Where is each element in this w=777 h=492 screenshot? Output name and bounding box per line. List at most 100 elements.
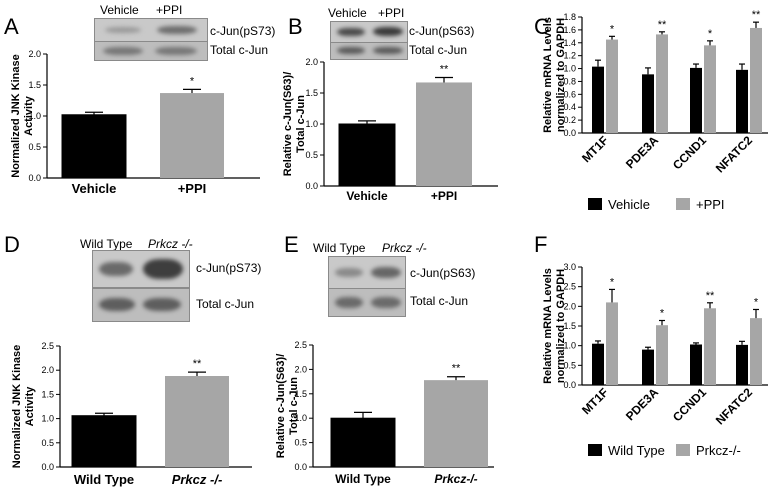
- bar-f-0-0: [592, 343, 604, 385]
- bar-d-1: [165, 376, 229, 467]
- y-tick-label-f: 0.5: [563, 360, 576, 370]
- bar-c-0-3: [736, 69, 748, 133]
- legend-label-c: Vehicle: [608, 197, 650, 212]
- y-tick-label-c: 1.6: [563, 25, 576, 35]
- category-label-b: Vehicle: [346, 189, 388, 203]
- legend-swatch-f: [676, 444, 690, 456]
- significance-f: *: [610, 276, 615, 288]
- significance-a: *: [190, 75, 195, 87]
- y-axis-label-b: Total c-Jun: [295, 95, 307, 153]
- category-label-d: Wild Type: [74, 472, 134, 487]
- blot-e-column-2: Prkcz -/-: [382, 241, 427, 255]
- bar-a-0: [61, 114, 127, 179]
- y-tick-label-c: 1.0: [563, 64, 576, 74]
- panel-letter-d: D: [4, 232, 20, 257]
- panel-letter-a: A: [4, 14, 19, 39]
- legend-label-f: Wild Type: [608, 443, 665, 458]
- blot-band: [337, 47, 365, 54]
- category-label-f: PDE3A: [623, 385, 661, 423]
- blot-e-column-1: Wild Type: [313, 241, 366, 255]
- blot-band: [99, 262, 133, 276]
- legend-swatch-c: [588, 198, 602, 210]
- category-label-a: Vehicle: [72, 181, 117, 196]
- y-tick-label-b: 1.5: [305, 88, 318, 98]
- y-axis-label-d: Activity: [24, 386, 36, 427]
- significance-c: *: [708, 28, 713, 40]
- legend-label-c: +PPI: [696, 197, 725, 212]
- category-label-d: Prkcz -/-: [172, 472, 223, 487]
- bar-c-0-0: [592, 66, 604, 133]
- blot-b-bottom: [330, 42, 408, 60]
- y-axis-label-c: normalized to GAPDH: [555, 18, 567, 132]
- bar-c-1-1: [656, 34, 668, 133]
- category-label-f: MT1F: [579, 385, 611, 417]
- blot-a-top-label: c-Jun(pS73): [210, 24, 276, 38]
- blot-e-top-label: c-Jun(pS63): [410, 266, 476, 280]
- y-tick-label-a: 0.5: [28, 142, 41, 152]
- blot-b-column-1: Vehicle: [328, 6, 367, 20]
- blot-e-top: [328, 256, 406, 289]
- category-label-c: MT1F: [579, 133, 611, 165]
- blot-band: [337, 28, 365, 36]
- y-tick-label-b: 0.5: [305, 150, 318, 160]
- blot-band: [373, 27, 403, 36]
- blot-band: [143, 298, 181, 311]
- y-axis-label-b: Relative c-Jun(S63)/: [282, 72, 294, 177]
- y-tick-label-d: 0.0: [41, 462, 54, 472]
- y-tick-label-f: 0.0: [563, 380, 576, 390]
- blot-band: [371, 297, 401, 308]
- significance-c: **: [752, 9, 761, 21]
- category-label-c: CCND1: [670, 133, 709, 172]
- y-tick-label-a: 1.0: [28, 111, 41, 121]
- category-label-c: NFATC2: [713, 133, 756, 176]
- blot-a-bottom: [94, 41, 208, 61]
- blot-band: [99, 298, 135, 311]
- blot-d-column-2: Prkcz -/-: [148, 237, 193, 251]
- bar-c-0-1: [642, 74, 654, 133]
- bar-c-1-3: [750, 27, 762, 134]
- blot-band: [143, 259, 183, 279]
- bar-b-0: [338, 123, 396, 187]
- y-tick-label-f: 2.0: [563, 301, 576, 311]
- blot-band: [155, 47, 197, 55]
- y-tick-label-b: 1.0: [305, 119, 318, 129]
- y-axis-label-f: normalized to GAPDH: [555, 269, 567, 383]
- panel-letter-c: C: [534, 14, 550, 39]
- significance-f: *: [754, 296, 759, 308]
- y-tick-label-d: 1.0: [41, 414, 54, 424]
- y-tick-label-e: 0.0: [294, 462, 307, 472]
- bar-f-0-1: [642, 349, 654, 385]
- y-tick-label-e: 2.5: [294, 340, 307, 350]
- y-axis-label-c: Relative mRNA Levels: [542, 17, 554, 133]
- legend-swatch-c: [676, 198, 690, 210]
- y-tick-label-d: 2.0: [41, 365, 54, 375]
- y-tick-label-c: 1.2: [563, 51, 576, 61]
- blot-band: [335, 268, 363, 277]
- blot-d-bottom-label: Total c-Jun: [196, 297, 255, 311]
- y-tick-label-c: 0.4: [563, 102, 576, 112]
- y-tick-label-a: 1.5: [28, 80, 41, 90]
- category-label-e: Prkcz-/-: [434, 472, 477, 486]
- significance-e: **: [452, 363, 461, 375]
- blot-a-column-1: Vehicle: [100, 3, 139, 17]
- bar-f-0-3: [736, 344, 748, 385]
- blot-d-column-1: Wild Type: [80, 237, 133, 251]
- y-tick-label-c: 1.4: [563, 38, 576, 48]
- bar-e-0: [330, 417, 396, 468]
- y-tick-label-c: 0.8: [563, 76, 576, 86]
- panel-letter-b: B: [288, 14, 303, 39]
- significance-f: **: [706, 290, 715, 302]
- y-tick-label-c: 0.2: [563, 115, 576, 125]
- y-tick-label-a: 0.0: [28, 173, 41, 183]
- bar-f-1-2: [704, 308, 716, 385]
- blot-a-top: [94, 18, 208, 42]
- y-tick-label-b: 0.0: [305, 181, 318, 191]
- panel-letter-f: F: [534, 232, 548, 257]
- y-tick-label-f: 2.5: [563, 282, 576, 292]
- y-tick-label-d: 2.5: [41, 341, 54, 351]
- blot-band: [373, 47, 403, 54]
- y-tick-label-b: 2.0: [305, 57, 318, 67]
- y-tick-label-e: 1.0: [294, 413, 307, 423]
- y-tick-label-f: 3.0: [563, 262, 576, 272]
